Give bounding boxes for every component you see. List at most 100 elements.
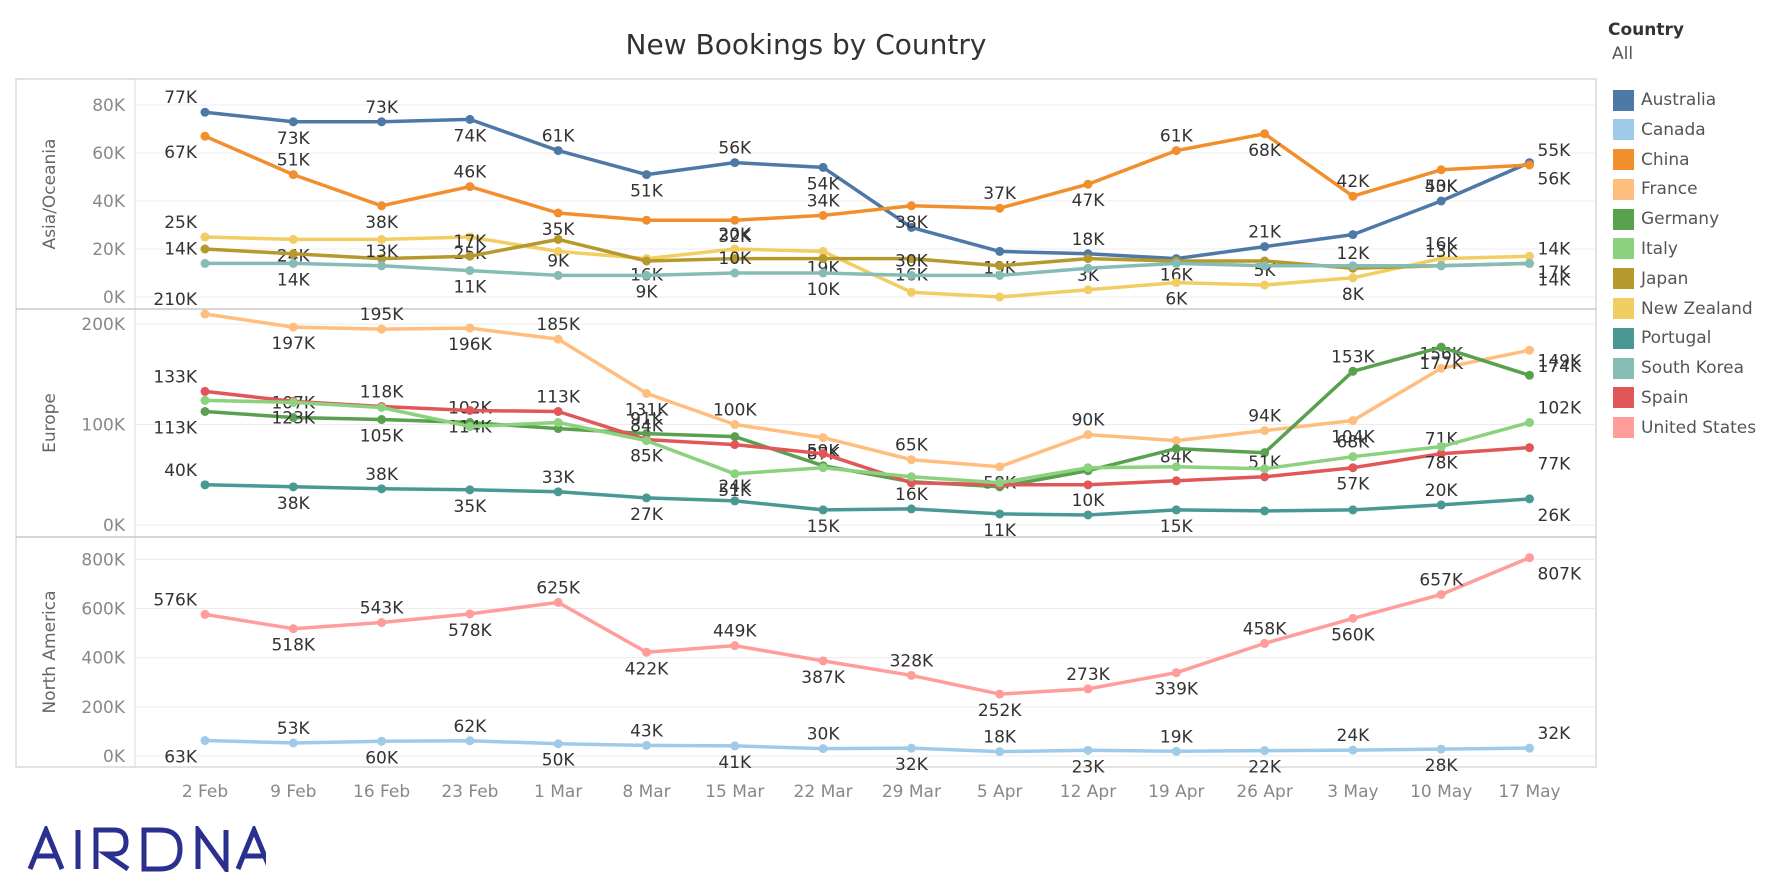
data-point xyxy=(377,117,387,127)
data-point xyxy=(1083,463,1093,473)
data-label: 77K xyxy=(164,88,198,108)
data-label: 50K xyxy=(542,751,576,771)
legend-item-china[interactable]: China xyxy=(1613,149,1768,171)
legend-item-canada[interactable]: Canada xyxy=(1613,119,1768,141)
data-label: 91K xyxy=(630,410,664,430)
y-tick-label: 40K xyxy=(92,192,126,212)
x-tick-label: 3 May xyxy=(1327,782,1378,800)
data-point xyxy=(1083,254,1093,264)
legend-item-spain[interactable]: Spain xyxy=(1613,387,1768,409)
data-label: 27K xyxy=(630,505,664,525)
data-label: 24K xyxy=(1337,726,1371,746)
data-label: 63K xyxy=(164,748,198,768)
data-point xyxy=(906,743,916,753)
data-label: 21K xyxy=(1248,223,1282,243)
legend-item-south-korea[interactable]: South Korea xyxy=(1613,357,1768,379)
x-tick-label: 9 Feb xyxy=(270,782,316,800)
legend-item-france[interactable]: France xyxy=(1613,178,1768,200)
row-label: North America xyxy=(40,590,60,713)
data-point xyxy=(906,455,916,465)
data-label: 15K xyxy=(807,517,841,537)
legend-item-new-zealand[interactable]: New Zealand xyxy=(1613,298,1768,320)
data-point xyxy=(818,254,828,264)
panel-europe: 0K 100K 200K Europe 210K 197K 195K 196K 185K 131K… xyxy=(40,290,1596,541)
y-tick-label: 20K xyxy=(92,240,126,260)
data-point xyxy=(730,268,740,278)
data-label: 33K xyxy=(542,468,576,488)
data-label: 10K xyxy=(718,249,752,269)
data-label: 94K xyxy=(1248,407,1282,427)
x-tick-label: 10 May xyxy=(1410,782,1472,800)
data-point xyxy=(1436,261,1446,271)
legend-item-japan[interactable]: Japan xyxy=(1613,268,1768,290)
data-point xyxy=(1436,442,1446,452)
data-label: 53K xyxy=(1425,177,1459,197)
data-point xyxy=(642,170,651,180)
data-label: 14K xyxy=(1538,270,1572,290)
x-tick-label: 23 Feb xyxy=(441,782,498,800)
legend-label: Japan xyxy=(1641,268,1689,289)
panel-north-america: 0K 200K 400K 600K 800K North America 576K 518K 5… xyxy=(40,550,1596,778)
data-point xyxy=(1348,416,1358,426)
data-point xyxy=(642,215,651,225)
data-label: 61K xyxy=(542,127,576,147)
data-point xyxy=(1348,505,1358,515)
data-label: 68K xyxy=(1337,433,1371,453)
data-point xyxy=(1436,449,1446,459)
data-point xyxy=(642,256,651,266)
data-point xyxy=(288,170,298,180)
data-label: 55K xyxy=(1538,141,1572,161)
data-label: 13K xyxy=(365,242,399,262)
data-point xyxy=(377,324,387,334)
legend-item-germany[interactable]: Germany xyxy=(1613,208,1768,230)
data-point xyxy=(288,482,298,492)
data-label: 47K xyxy=(1072,191,1106,211)
country-filter-value[interactable]: All xyxy=(1612,44,1634,64)
data-label: 23K xyxy=(1072,757,1106,777)
data-point xyxy=(730,469,740,479)
data-label: 20K xyxy=(718,225,752,245)
data-label: 37K xyxy=(983,184,1017,204)
data-label: 62K xyxy=(454,717,488,737)
data-label: 174K xyxy=(1538,357,1582,377)
y-tick-label: 200K xyxy=(81,315,125,335)
data-point xyxy=(1525,743,1534,753)
data-point xyxy=(1260,242,1270,252)
data-label: 8K xyxy=(1342,285,1365,305)
data-point xyxy=(553,334,563,344)
data-point xyxy=(1260,261,1270,271)
data-label: 78K xyxy=(1425,454,1459,474)
data-point xyxy=(1260,506,1270,516)
y-tick-label: 0K xyxy=(103,288,126,308)
legend-item-australia[interactable]: Australia xyxy=(1613,89,1768,111)
data-label: 38K xyxy=(895,213,929,233)
data-label: 34K xyxy=(807,191,841,211)
data-point xyxy=(1171,444,1181,454)
data-point xyxy=(200,395,210,405)
legend-item-portugal[interactable]: Portugal xyxy=(1613,327,1768,349)
airdna-logo-mark xyxy=(27,822,273,877)
legend-item-united-states[interactable]: United States xyxy=(1613,417,1768,439)
legend-label: South Korea xyxy=(1641,358,1745,379)
data-point xyxy=(465,114,475,124)
x-tick-label: 5 Apr xyxy=(977,782,1023,800)
row-label: Asia/Oceania xyxy=(40,139,60,250)
data-point xyxy=(1348,191,1358,201)
data-point xyxy=(1083,510,1093,520)
data-point xyxy=(200,609,210,619)
legend-item-italy[interactable]: Italy xyxy=(1613,238,1768,260)
data-point xyxy=(995,292,1005,302)
data-point xyxy=(465,232,475,242)
data-point xyxy=(1436,744,1446,754)
data-point xyxy=(1348,613,1358,623)
line-chart: 0K 20K 40K 60K 80K Asia/Oceania 77K 73K 73K 74K 61… xyxy=(15,78,1597,800)
data-point xyxy=(730,158,740,168)
data-point xyxy=(1171,258,1181,268)
data-label: 657K xyxy=(1419,571,1463,591)
data-point xyxy=(995,203,1005,213)
data-point xyxy=(553,246,563,256)
series-line-spain xyxy=(203,389,1532,487)
data-label: 422K xyxy=(625,659,669,679)
legend-swatch xyxy=(1613,119,1634,141)
data-point xyxy=(553,418,563,428)
